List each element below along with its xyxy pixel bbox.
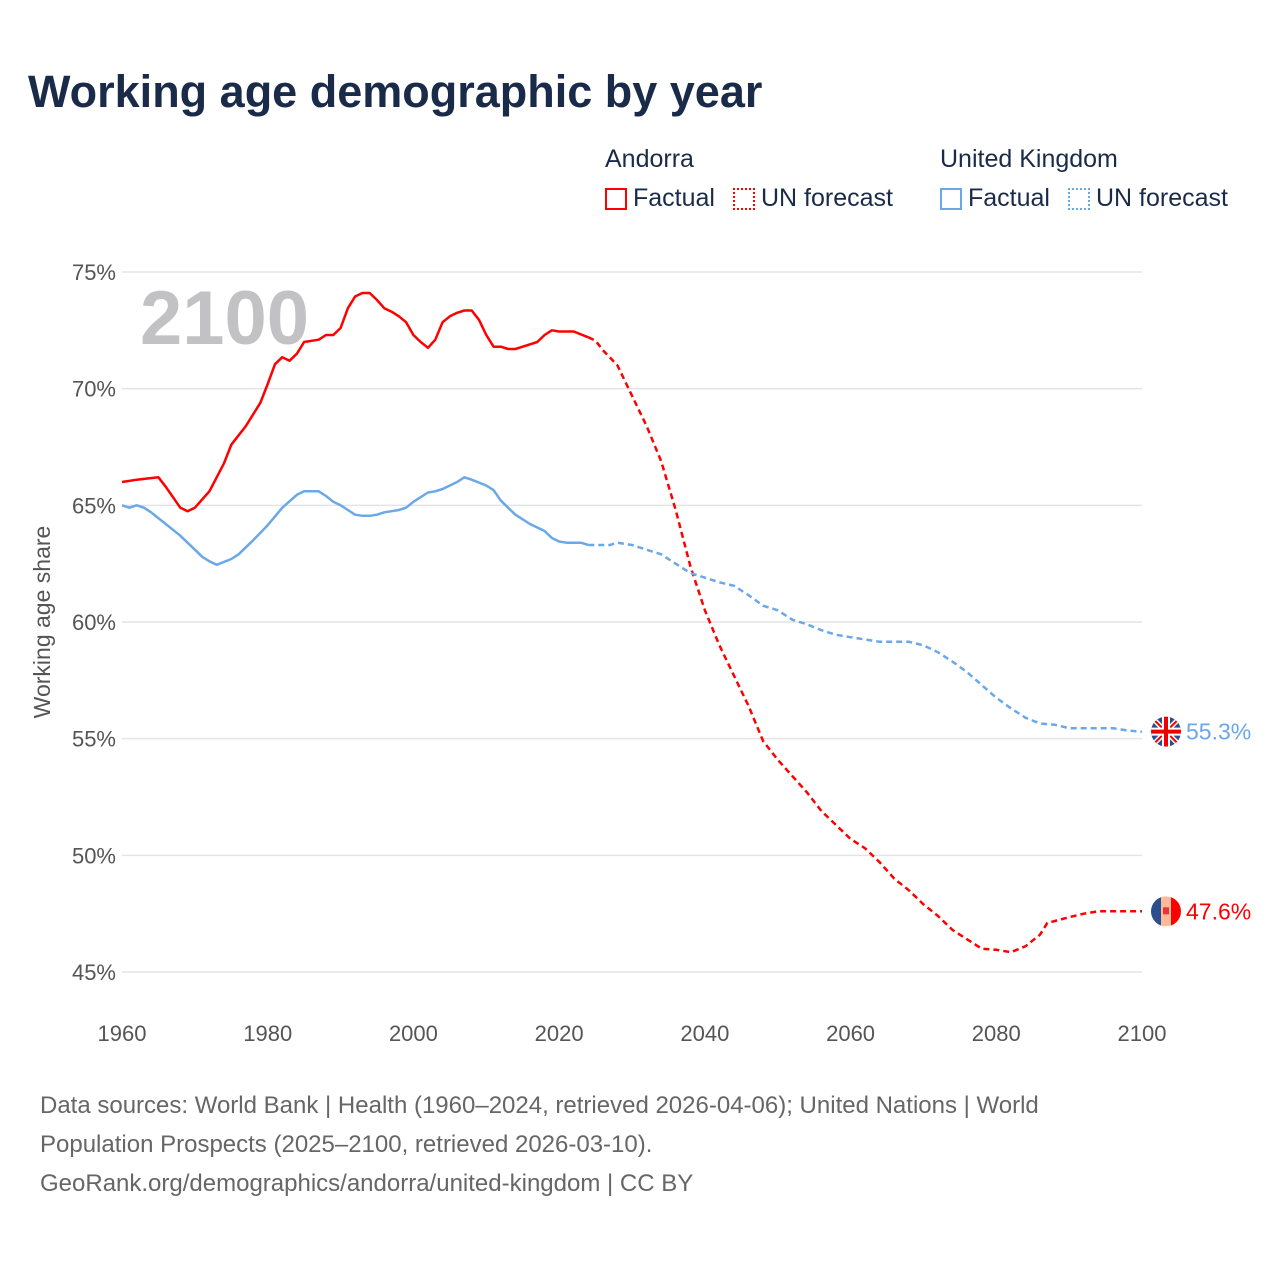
x-tick-label: 2100 [1118, 1021, 1167, 1046]
legend-uk: United Kingdom Factual UN forecast [940, 145, 1228, 213]
dotted-swatch-icon [732, 187, 755, 210]
legend-label: UN forecast [760, 184, 893, 212]
y-axis-title: Working age share [29, 526, 55, 719]
andorra-flag-icon [1151, 896, 1181, 927]
footer-link[interactable]: GeoRank.org/demographics/andorra/united-… [40, 1170, 694, 1197]
flag-red [1171, 896, 1181, 927]
footer-line: Data sources: World Bank | Health (1960–… [40, 1092, 1039, 1119]
flag-graphic [1151, 896, 1181, 927]
x-tick-label: 1960 [98, 1021, 147, 1046]
x-tick-label: 2000 [389, 1021, 438, 1046]
uk-forecast-line [588, 541, 1143, 733]
legend-country: United Kingdom [940, 145, 1118, 173]
x-tick-label: 2020 [535, 1021, 584, 1046]
legend-andorra: Andorra Factual UN forecast [605, 145, 893, 213]
y-tick-label: 55% [72, 727, 116, 752]
flag-blue [1151, 896, 1161, 927]
legend-label: UN forecast [1095, 184, 1228, 212]
uk-flag-icon [1151, 716, 1181, 747]
y-tick-label: 60% [72, 610, 116, 635]
legend-label: Factual [968, 184, 1050, 212]
y-tick-label: 45% [72, 960, 116, 985]
andorra-forecast-line [587, 336, 1142, 954]
chart-title: Working age demographic by year [28, 66, 763, 117]
footer-sources: Data sources: World Bank | Health (1960–… [40, 1086, 1240, 1203]
y-tick-label: 65% [72, 493, 116, 518]
flag-graphic [1151, 716, 1181, 747]
legend-uk-forecast[interactable]: UN forecast [1067, 184, 1228, 213]
y-tick-label: 70% [72, 377, 116, 402]
solid-swatch-icon [940, 187, 962, 210]
solid-swatch-icon [605, 187, 627, 210]
flag-crest [1163, 907, 1169, 915]
y-tick-label: 50% [72, 843, 116, 868]
andorra-factual-line [121, 291, 589, 513]
x-tick-label: 2060 [826, 1021, 875, 1046]
year-watermark: 2100 [140, 276, 309, 361]
legend-country: Andorra [605, 145, 694, 173]
andorra-end-value: 47.6% [1186, 898, 1251, 924]
x-tick-label: 2080 [972, 1021, 1021, 1046]
uk-factual-line [121, 476, 589, 567]
y-tick-label: 75% [72, 260, 116, 285]
legend-uk-factual[interactable]: Factual [940, 184, 1050, 213]
uk-end-value: 55.3% [1186, 719, 1251, 745]
legend-andorra-factual[interactable]: Factual [605, 184, 715, 213]
footer-line: Population Prospects (2025–2100, retriev… [40, 1131, 653, 1158]
flag-cross-red [1151, 716, 1181, 747]
x-tick-label: 2040 [680, 1021, 729, 1046]
x-tick-label: 1980 [243, 1021, 292, 1046]
dotted-swatch-icon [1067, 187, 1090, 210]
legend-andorra-forecast[interactable]: UN forecast [732, 184, 893, 213]
legend-label: Factual [633, 184, 715, 212]
